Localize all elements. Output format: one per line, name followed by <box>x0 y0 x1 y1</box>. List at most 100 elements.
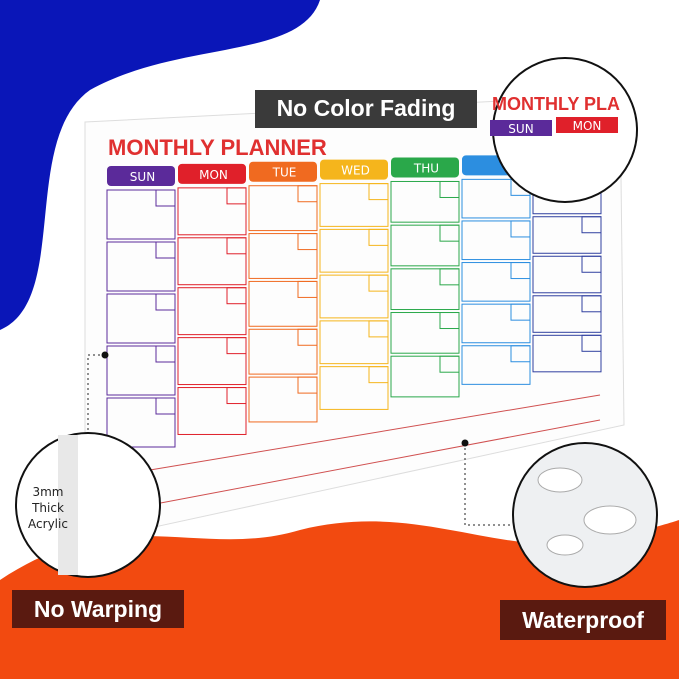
date-box <box>510 262 531 280</box>
zoom-day <box>556 117 618 133</box>
day-label: SUN <box>130 170 155 184</box>
day-cell <box>106 189 176 240</box>
day-cell <box>106 397 176 448</box>
date-box <box>581 334 602 352</box>
date-box <box>226 387 247 405</box>
day-header <box>107 166 175 186</box>
acrylic-edge <box>58 435 78 575</box>
notes-line <box>149 419 601 506</box>
date-box <box>439 355 460 373</box>
leader-line <box>87 354 105 430</box>
date-box <box>368 366 389 384</box>
leader-dot <box>461 439 469 447</box>
date-box <box>439 180 460 198</box>
day-cell <box>177 337 247 386</box>
date-box <box>297 328 318 346</box>
date-box <box>297 185 318 203</box>
day-cell <box>248 280 318 327</box>
day-label: WED <box>341 164 370 178</box>
thickness-label: 3mm <box>32 485 63 499</box>
zoom-day-label: SUN <box>508 122 533 136</box>
day-cell <box>390 355 460 398</box>
day-cell <box>106 293 176 344</box>
date-box <box>155 189 176 207</box>
day-cell <box>532 334 602 373</box>
date-box <box>368 228 389 246</box>
day-label: THU <box>413 161 439 175</box>
day-cell <box>177 187 247 236</box>
day-cell <box>177 287 247 336</box>
date-box <box>439 312 460 330</box>
date-box <box>155 345 176 363</box>
thickness-circle <box>15 432 161 578</box>
day-label: TUE <box>272 166 297 180</box>
day-cell <box>532 295 602 333</box>
date-box <box>226 187 247 205</box>
date-box <box>510 345 531 363</box>
day-header <box>320 159 388 180</box>
date-box <box>226 287 247 305</box>
day-header <box>391 157 459 178</box>
waterproof-badge <box>500 600 666 640</box>
planner-title: MONTHLY PLANNER <box>108 135 327 160</box>
day-cell <box>248 233 318 279</box>
zoom-day <box>490 120 552 136</box>
date-box <box>439 224 460 242</box>
date-box <box>368 183 389 201</box>
zoom-title: MONTHLY PLA <box>492 94 620 114</box>
waterproof-label: Waterproof <box>522 607 644 633</box>
date-box <box>226 237 247 255</box>
day-cell <box>532 216 602 254</box>
date-box <box>297 376 318 394</box>
warping-badge <box>12 590 184 628</box>
day-cell <box>390 180 460 223</box>
day-cell <box>390 268 460 311</box>
date-box <box>368 274 389 292</box>
day-cell <box>248 376 318 423</box>
date-box <box>510 220 531 238</box>
date-box <box>297 280 318 298</box>
date-box <box>510 303 531 321</box>
thickness-label: Acrylic <box>28 517 68 531</box>
zoom-day-label: MON <box>573 119 602 133</box>
day-cell <box>390 224 460 267</box>
day-cell <box>461 303 531 344</box>
date-box <box>155 241 176 259</box>
day-header <box>178 163 246 184</box>
day-cell <box>106 241 176 292</box>
date-box <box>368 320 389 338</box>
day-cell <box>319 183 389 227</box>
leader-dot <box>101 351 109 359</box>
day-cell <box>461 220 531 261</box>
date-box <box>155 397 176 415</box>
date-box <box>439 268 460 286</box>
date-box <box>226 337 247 355</box>
day-cell <box>248 328 318 375</box>
water-drop <box>546 534 584 556</box>
water-drop <box>537 467 583 493</box>
date-box <box>581 295 602 313</box>
header-badge <box>255 90 477 128</box>
day-cell <box>461 262 531 302</box>
thickness-label: Thick <box>31 501 64 515</box>
date-box <box>297 233 318 251</box>
date-box <box>581 216 602 234</box>
blue-blob <box>0 0 320 330</box>
leader-line <box>464 443 515 526</box>
day-cell <box>319 228 389 273</box>
day-header <box>249 161 317 182</box>
day-cell <box>177 387 247 435</box>
day-cell <box>319 320 389 365</box>
day-cell <box>461 178 531 219</box>
day-cell <box>248 185 318 232</box>
warping-label: No Warping <box>34 596 162 622</box>
waterproof-circle <box>512 442 658 588</box>
date-box <box>581 255 602 273</box>
day-cell <box>106 345 176 396</box>
day-cell <box>319 274 389 319</box>
day-cell <box>390 312 460 354</box>
day-cell <box>177 237 247 286</box>
day-label: MON <box>199 168 228 182</box>
header-title: No Color Fading <box>277 95 456 121</box>
